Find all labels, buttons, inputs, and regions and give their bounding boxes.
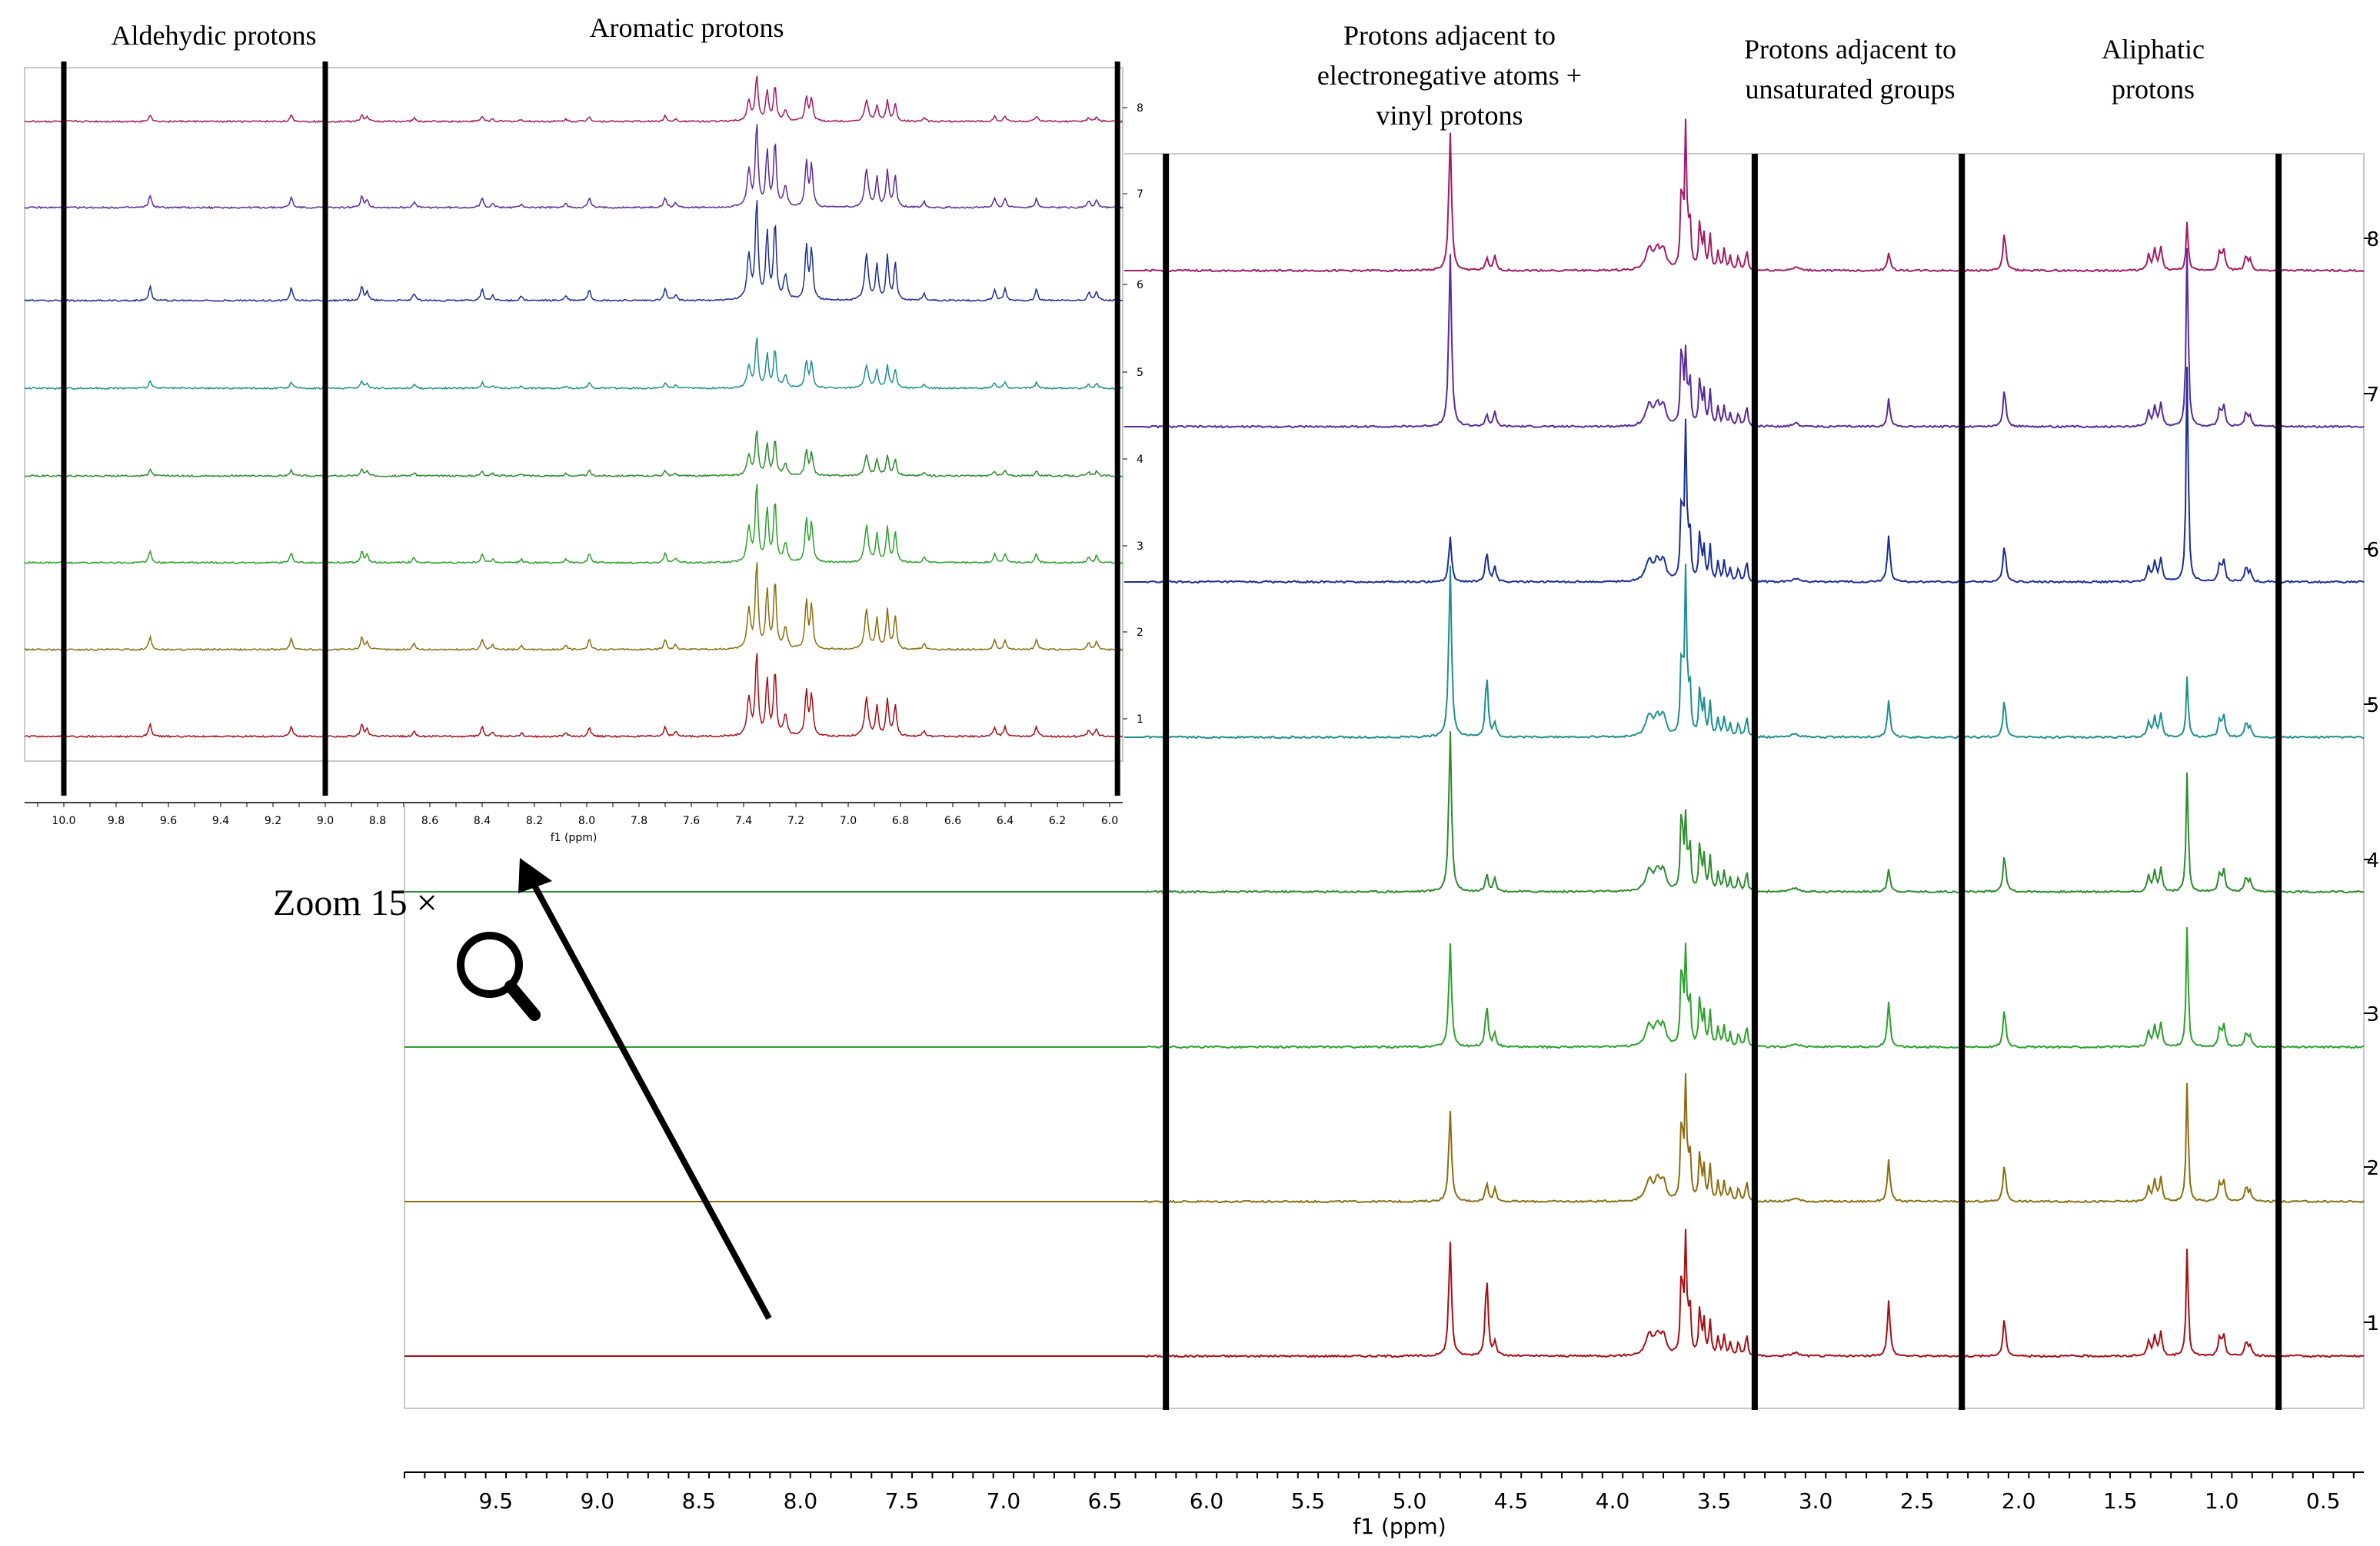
main-trace-label: 2 [2366, 1157, 2379, 1180]
inset-trace-label: 8 [1137, 102, 1143, 115]
inset-trace-label: 7 [1137, 188, 1143, 201]
main-trace-label: 3 [2366, 1003, 2379, 1026]
main-trace-label: 1 [2366, 1312, 2379, 1335]
main-x-tick-label: 7.5 [885, 1488, 920, 1514]
inset-region-titles: Aldehydic protons Aromatic protons [112, 12, 784, 51]
main-trace-label: 4 [2366, 849, 2379, 873]
main-region-dividers [1163, 154, 2282, 1410]
main-trace-label: 5 [2366, 694, 2379, 717]
zoom-label: Zoom 15 × [273, 883, 438, 923]
main-x-axis: 9.5 9.0 8.5 8.0 7.5 7.0 6.5 6.0 5.5 5.0 4.5 4.0 3.5 3… [404, 1471, 2364, 1514]
main-region-title: vinyl protons [1376, 100, 1523, 131]
inset-spectrum-trace-4 [24, 431, 1123, 478]
main-x-tick-label: 4.5 [1494, 1488, 1529, 1514]
inset-x-tick-label: 7.2 [787, 815, 804, 827]
inset-x-tick-label: 7.6 [683, 815, 700, 827]
inset-x-tick-label: 7.4 [735, 815, 752, 827]
main-x-tick-label: 6.0 [1190, 1488, 1224, 1514]
inset-x-tick-label: 8.8 [369, 815, 386, 827]
inset-x-tick-label: 6.8 [892, 815, 909, 827]
main-region-titles: Protons adjacent to electronegative atoms… [1317, 20, 2205, 131]
main-trace-labels: 1 2 3 4 5 6 7 8 [2364, 228, 2379, 1335]
main-x-tick-label: 5.0 [1393, 1488, 1427, 1514]
inset-x-tick-label: 8.0 [578, 815, 595, 827]
inset-trace-label: 1 [1137, 713, 1143, 726]
inset-spectrum-trace-7 [24, 124, 1123, 210]
main-trace-label: 6 [2366, 539, 2379, 562]
main-x-tick-label: 2.5 [1900, 1488, 1935, 1514]
inset-x-tick-label: 10.0 [52, 815, 75, 827]
main-spectrum-trace-4 [404, 731, 2365, 894]
main-x-axis-label: f1 (ppm) [1353, 1514, 1446, 1539]
inset-region-title: Aromatic protons [590, 12, 784, 43]
main-trace-label: 7 [2366, 384, 2379, 407]
inset-x-tick-label: 6.2 [1049, 815, 1066, 827]
zoom-inset: 1 2 3 4 5 6 7 8 10.0 9.8 9.6 9.4 9.2 9.0 8.8 8.6 8.4 8.2… [24, 12, 1143, 844]
inset-spectrum-trace-6 [24, 200, 1123, 303]
inset-x-tick-label: 8.6 [421, 815, 438, 827]
main-x-tick-label: 2.0 [2002, 1488, 2036, 1514]
inset-trace-label: 2 [1137, 627, 1143, 639]
main-spectrum-trace-1 [404, 1228, 2365, 1358]
inset-trace-label: 6 [1137, 279, 1143, 291]
inset-x-tick-label: 8.4 [474, 815, 491, 827]
main-x-tick-label: 0.5 [2306, 1488, 2341, 1514]
inset-x-tick-label: 9.4 [212, 815, 229, 827]
inset-x-tick-label: 7.8 [631, 815, 647, 827]
zoom-arrow [518, 858, 772, 1320]
main-region-title: Protons adjacent to [1744, 34, 1956, 65]
inset-x-axis-label: f1 (ppm) [551, 832, 597, 844]
inset-frame [24, 67, 1123, 762]
main-x-tick-label: 1.5 [2103, 1488, 2138, 1514]
inset-spectrum-trace-2 [24, 562, 1123, 652]
inset-trace-labels: 1 2 3 4 5 6 7 8 [1123, 102, 1143, 726]
magnifier-icon [457, 932, 541, 1021]
main-x-tick-label: 9.5 [479, 1488, 514, 1514]
main-x-tick-label: 8.0 [784, 1488, 818, 1514]
inset-region-dividers [61, 62, 1120, 796]
inset-x-tick-label: 6.0 [1101, 815, 1118, 827]
inset-x-tick-label: 6.4 [997, 815, 1014, 827]
main-region-title: electronegative atoms + [1317, 60, 1582, 91]
main-x-tick-label: 6.5 [1088, 1488, 1123, 1514]
main-x-tick-label: 3.5 [1697, 1488, 1732, 1514]
inset-x-tick-label: 8.2 [526, 815, 543, 827]
main-spectrum-trace-2 [404, 1073, 2365, 1204]
inset-region-title: Aldehydic protons [112, 20, 317, 51]
inset-spectra-group [24, 75, 1123, 739]
inset-spectrum-trace-5 [24, 337, 1123, 391]
main-region-title: protons [2112, 74, 2195, 105]
inset-trace-label: 3 [1137, 540, 1143, 553]
inset-trace-label: 4 [1137, 454, 1143, 466]
inset-x-tick-label: 6.6 [944, 815, 961, 827]
main-region-title: Aliphatic [2102, 34, 2205, 65]
inset-trace-label: 5 [1137, 367, 1143, 379]
inset-x-tick-label: 9.6 [160, 815, 177, 827]
inset-background [25, 68, 1124, 806]
inset-x-tick-label: 9.2 [265, 815, 281, 827]
main-region-title: unsaturated groups [1746, 74, 1956, 105]
main-spectrum-trace-3 [404, 927, 2365, 1049]
main-x-tick-label: 3.0 [1799, 1488, 1833, 1514]
main-x-tick-label: 8.5 [682, 1488, 717, 1514]
main-x-tick-label: 7.0 [987, 1488, 1021, 1514]
inset-x-tick-label: 7.0 [840, 815, 857, 827]
inset-spectrum-trace-3 [24, 484, 1123, 565]
inset-spectrum-trace-8 [24, 75, 1123, 124]
inset-spectrum-trace-1 [24, 653, 1123, 739]
inset-x-axis: 10.0 9.8 9.6 9.4 9.2 9.0 8.8 8.6 8.4 8.2 8.0 7.8 7.6… [25, 802, 1123, 827]
main-x-tick-label: 1.0 [2205, 1488, 2239, 1514]
main-trace-label: 8 [2366, 228, 2379, 251]
main-x-tick-label: 4.0 [1596, 1488, 1630, 1514]
main-region-title: Protons adjacent to [1343, 20, 1556, 51]
main-x-tick-label: 5.5 [1291, 1488, 1326, 1514]
inset-x-tick-label: 9.8 [108, 815, 125, 827]
inset-x-tick-label: 9.0 [317, 815, 334, 827]
main-x-tick-label: 9.0 [581, 1488, 615, 1514]
